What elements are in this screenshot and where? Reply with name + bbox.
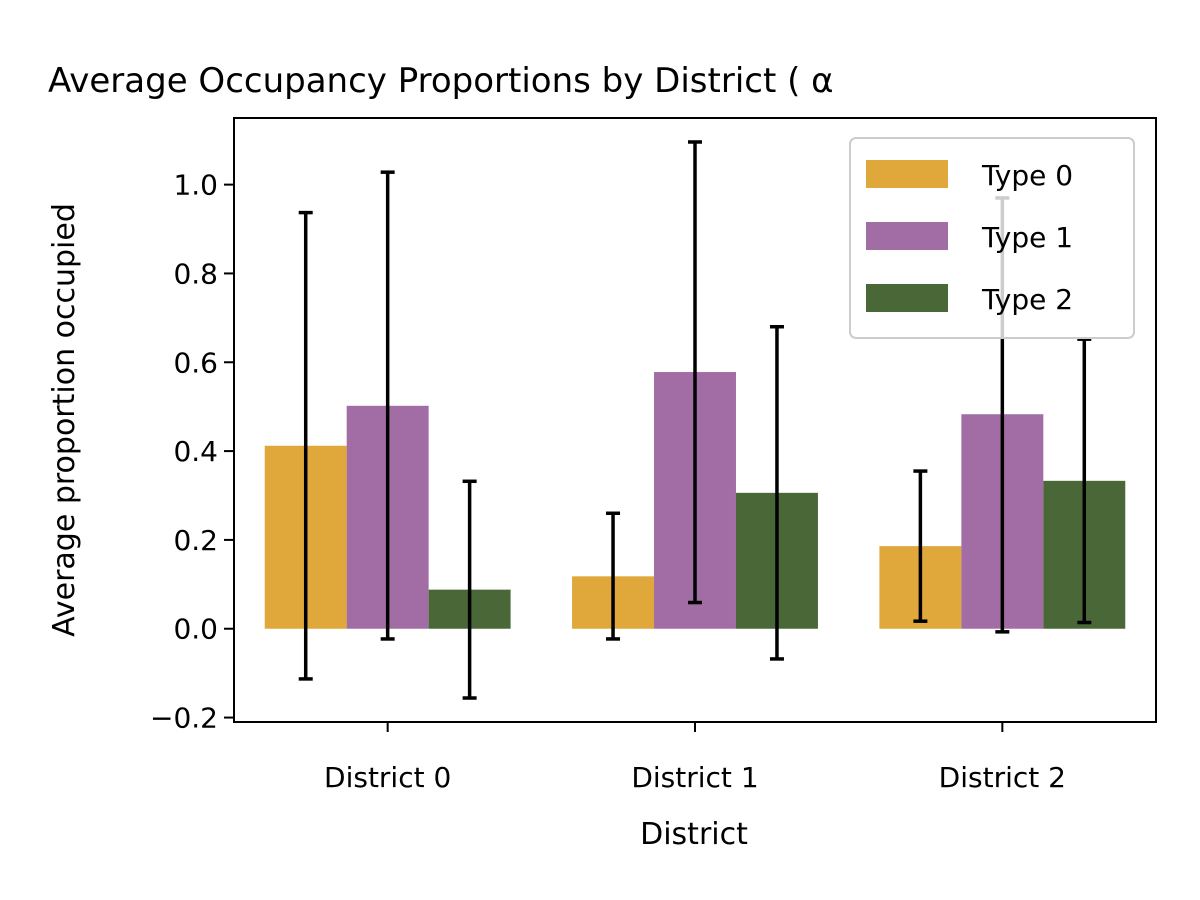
error-bar-type1-district1 (688, 140, 702, 605)
error-bars-layer (298, 140, 1092, 700)
x-axis-label: District (640, 817, 748, 852)
error-bar-type0-district1 (606, 511, 621, 641)
y-tick-label: 0.4 (173, 435, 218, 468)
legend-label-type0: Type 0 (981, 159, 1073, 192)
error-bar-type0-district0 (298, 210, 313, 681)
legend-swatch-type2 (866, 284, 948, 312)
legend-swatch-type1 (866, 222, 948, 250)
y-tick-label: 0.0 (173, 613, 218, 646)
y-axis: −0.2 0.0 0.2 0.4 0.6 0.8 1.0 (150, 169, 234, 735)
y-tick-label: 0.2 (173, 524, 218, 557)
x-axis: District 0 District 1 District 2 (324, 722, 1066, 794)
y-tick-label: 1.0 (173, 169, 218, 202)
y-tick-label: 0.8 (173, 257, 218, 290)
legend-label-type2: Type 2 (981, 283, 1073, 316)
error-bar-type2-district1 (769, 324, 784, 661)
legend: Type 0 Type 1 Type 2 (849, 137, 1135, 339)
legend-label-type1: Type 1 (981, 221, 1073, 254)
x-tick-label: District 1 (631, 761, 758, 794)
error-bar-type1-district0 (380, 170, 395, 641)
legend-swatch-type0 (866, 160, 948, 188)
error-bar-type2-district0 (462, 479, 477, 700)
y-tick-label: −0.2 (150, 702, 218, 735)
x-tick-label: District 2 (939, 761, 1066, 794)
y-tick-label: 0.6 (173, 346, 218, 379)
error-bar-type0-district2 (913, 469, 928, 623)
chart-title: Average Occupancy Proportions by Distric… (48, 61, 834, 101)
y-axis-label: Average proportion occupied (47, 203, 82, 637)
x-tick-label: District 0 (324, 761, 451, 794)
error-bar-type2-district2 (1077, 337, 1092, 625)
